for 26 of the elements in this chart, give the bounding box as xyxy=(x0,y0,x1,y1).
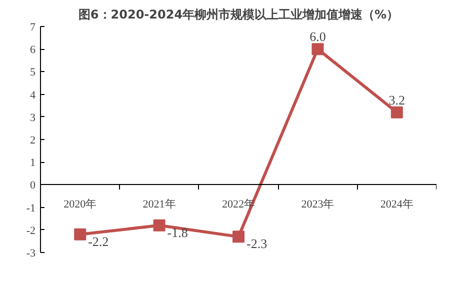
text: -2.3 xyxy=(246,236,268,252)
point xyxy=(390,106,403,118)
y-tick-label: 0 xyxy=(30,180,36,192)
point xyxy=(153,219,166,232)
x-tick-label: 2023年 xyxy=(301,198,334,211)
text: -1.8 xyxy=(167,224,188,240)
point xyxy=(312,43,324,56)
y-tick-label: -3 xyxy=(26,248,36,260)
y-tick-label: 7 xyxy=(30,22,36,34)
point xyxy=(74,228,86,240)
x-tick-label: 2020年 xyxy=(64,198,97,211)
y-tick-label: -2 xyxy=(26,224,36,237)
y-tick-label: 4 xyxy=(30,89,36,102)
y-tick-label: 3 xyxy=(30,112,36,124)
y-tick-label: -1 xyxy=(26,202,36,214)
x-tick-label: 2024年 xyxy=(380,198,414,211)
chart-title: 图6：2020-2024年柳州市规模以上工业增加值增速（%） xyxy=(78,8,399,22)
y-tick-label: 1 xyxy=(30,157,36,170)
point xyxy=(232,230,244,243)
y-tick-label: 6 xyxy=(30,44,36,56)
y-tick-label: 5 xyxy=(30,66,36,79)
text: -2.2 xyxy=(88,234,109,249)
text: 6.0 xyxy=(310,29,326,44)
text: 3.2 xyxy=(388,92,406,108)
x-tick-label: 2021年 xyxy=(142,198,176,211)
y-tick-label: 2 xyxy=(30,134,36,146)
